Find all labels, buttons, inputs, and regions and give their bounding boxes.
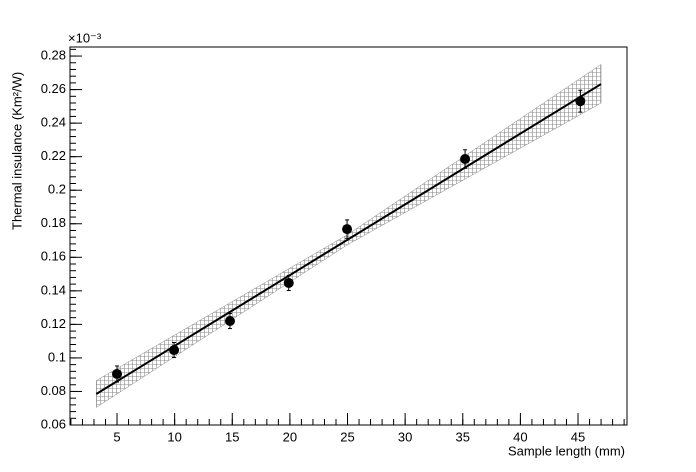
x-tick-label: 30	[398, 429, 412, 444]
y-tick-label: 0.08	[41, 383, 66, 398]
data-point	[112, 369, 123, 380]
y-tick-label: 0.16	[41, 249, 66, 264]
data-point	[460, 154, 471, 165]
data-point	[224, 316, 235, 327]
data-point	[342, 224, 353, 235]
y-tick-label: 0.24	[41, 115, 66, 130]
x-tick-label: 45	[571, 429, 585, 444]
x-tick-label: 20	[283, 429, 297, 444]
y-tick-label: 0.28	[41, 47, 66, 62]
x-tick-label: 10	[167, 429, 181, 444]
fit-line	[95, 83, 602, 395]
x-tick-label: 5	[113, 429, 120, 444]
confidence-band	[96, 63, 602, 408]
plot-frame	[69, 46, 628, 426]
y-tick-label: 0.14	[41, 282, 66, 297]
y-axis-label: Thermal insulance (Km²/W)	[9, 72, 24, 230]
y-tick-label: 0.1	[48, 349, 66, 364]
x-tick-label: 25	[340, 429, 354, 444]
x-axis-label: Sample length (mm)	[508, 443, 625, 458]
data-point	[169, 345, 180, 356]
y-tick-label: 0.06	[41, 416, 66, 431]
y-tick-label: 0.26	[41, 81, 66, 96]
x-tick-label: 15	[225, 429, 239, 444]
data-point	[283, 277, 294, 288]
y-tick-label: 0.12	[41, 316, 66, 331]
x-tick-label: 35	[456, 429, 470, 444]
y-exponent: ×10⁻³	[68, 30, 102, 45]
x-tick-label: 40	[513, 429, 527, 444]
y-tick-label: 0.18	[41, 215, 66, 230]
y-tick-label: 0.22	[41, 148, 66, 163]
data-point	[575, 96, 586, 107]
y-tick-label: 0.2	[48, 182, 66, 197]
